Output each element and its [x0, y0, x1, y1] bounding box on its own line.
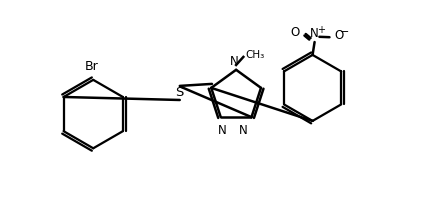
Text: O: O — [290, 26, 300, 39]
Text: N: N — [230, 55, 238, 68]
Text: O: O — [335, 29, 344, 42]
Text: S: S — [176, 86, 184, 99]
Text: N: N — [239, 124, 248, 137]
Text: +: + — [317, 25, 325, 35]
Text: CH₃: CH₃ — [245, 50, 264, 60]
Text: −: − — [340, 27, 349, 37]
Text: Br: Br — [84, 60, 98, 73]
Text: N: N — [218, 124, 227, 137]
Text: N: N — [310, 27, 319, 40]
